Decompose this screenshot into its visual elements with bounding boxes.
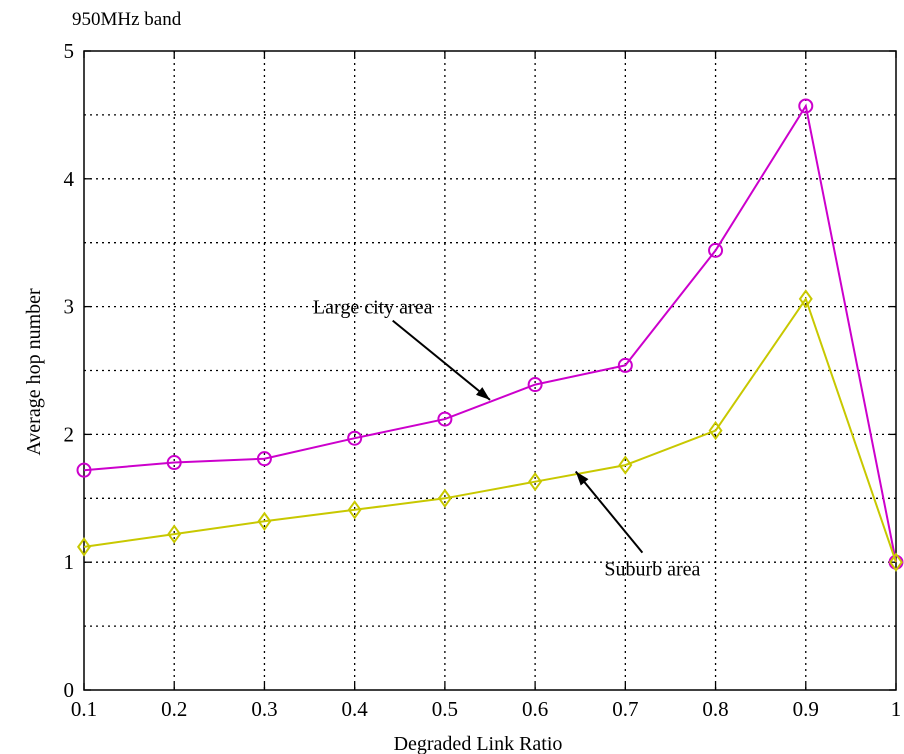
series-line xyxy=(83,296,897,563)
x-tick-label: 0.6 xyxy=(522,697,548,721)
data-point-diamond xyxy=(77,537,91,557)
x-tick-label: 0.2 xyxy=(161,697,187,721)
data-point-diamond xyxy=(798,289,813,309)
data-point-diamond xyxy=(437,488,452,509)
x-tick-label: 0.3 xyxy=(251,697,277,721)
y-axis-label: Average hop number xyxy=(23,288,45,456)
data-point-diamond xyxy=(618,455,633,475)
data-point-circle xyxy=(166,455,182,471)
data-point-diamond xyxy=(708,420,723,441)
x-tick-label: 0.9 xyxy=(793,697,819,721)
x-tick-label: 1 xyxy=(891,697,902,721)
annotation-arrow-head xyxy=(575,471,589,486)
y-tick-label: 4 xyxy=(64,167,75,191)
y-tick-label: 5 xyxy=(64,39,75,63)
series-layer xyxy=(76,98,904,572)
data-point-circle xyxy=(527,377,543,393)
x-axis-label: Degraded Link Ratio xyxy=(394,733,563,754)
plot-frame xyxy=(83,50,897,691)
data-point-diamond xyxy=(167,524,182,544)
data-point-circle xyxy=(76,462,92,478)
data-point-diamond xyxy=(347,500,362,520)
series-line xyxy=(83,103,897,563)
y-tick-label: 3 xyxy=(64,295,75,319)
data-point-circle xyxy=(617,357,633,373)
data-point-diamond xyxy=(257,511,272,532)
data-point-circle xyxy=(347,430,363,446)
x-tick-label: 0.5 xyxy=(432,697,458,721)
y-tick-label: 0 xyxy=(64,678,75,702)
annotation-arrow-head xyxy=(475,387,490,400)
annotation-arrow-line xyxy=(574,470,644,554)
x-tick-label: 0.8 xyxy=(702,697,728,721)
data-point-circle xyxy=(256,451,272,467)
chart-title: 950MHz band xyxy=(72,9,182,30)
data-point-diamond xyxy=(889,552,903,572)
axes: 0.1 0.2 0.3 0.4 0.5 0.6 0.7 0.8 0.9 1 0 1 2 3 4 5 xyxy=(64,39,902,721)
annotation-layer: Large city area Suburb area xyxy=(313,297,701,581)
x-tick-label: 0.7 xyxy=(612,697,638,721)
y-tick-label: 2 xyxy=(64,422,75,446)
annotation-label: Suburb area xyxy=(604,559,700,581)
data-point-diamond xyxy=(528,471,543,492)
x-tick-label: 0.4 xyxy=(342,697,369,721)
data-point-circle xyxy=(798,98,814,114)
data-point-circle xyxy=(437,411,453,427)
y-tick-label: 1 xyxy=(64,550,75,574)
annotation-arrow-line xyxy=(392,319,491,401)
annotation-label: Large city area xyxy=(313,297,433,319)
grid xyxy=(84,51,896,690)
data-point-circle xyxy=(708,242,724,258)
x-tick-label: 0.1 xyxy=(71,697,97,721)
